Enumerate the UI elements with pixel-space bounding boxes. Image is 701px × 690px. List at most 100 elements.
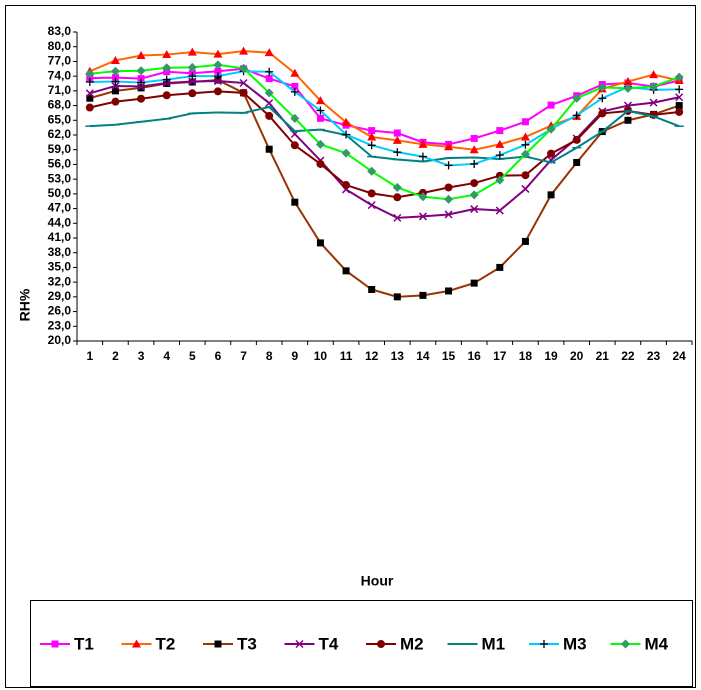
marker xyxy=(295,639,304,649)
marker xyxy=(368,286,376,293)
marker xyxy=(367,201,376,210)
x-tick-label: 3 xyxy=(138,349,145,363)
marker xyxy=(392,135,402,144)
marker xyxy=(675,102,683,110)
marker xyxy=(213,77,222,86)
marker xyxy=(521,118,529,126)
marker xyxy=(393,293,401,301)
y-tick-label: 23,0 xyxy=(48,318,72,332)
x-tick-label: 15 xyxy=(442,349,456,363)
marker xyxy=(572,93,582,103)
y-tick-label: 38,0 xyxy=(48,245,72,259)
marker xyxy=(649,70,659,79)
marker xyxy=(521,140,530,149)
marker xyxy=(316,114,324,122)
series xyxy=(85,87,684,202)
marker xyxy=(520,149,530,159)
marker xyxy=(214,640,222,648)
marker xyxy=(213,60,223,70)
y-tick-label: 26,0 xyxy=(48,304,72,318)
x-tick-label: 23 xyxy=(647,349,661,363)
marker xyxy=(315,139,325,149)
marker xyxy=(598,109,607,118)
legend-label: T2 xyxy=(156,634,176,653)
marker xyxy=(342,130,351,139)
marker xyxy=(85,78,94,87)
marker xyxy=(470,134,478,142)
marker xyxy=(418,139,428,148)
marker xyxy=(444,210,453,219)
y-tick-label: 41,0 xyxy=(48,230,72,244)
series xyxy=(85,60,684,204)
marker xyxy=(675,93,684,102)
marker xyxy=(572,135,581,144)
legend-item: M2 xyxy=(366,634,424,653)
x-tick-label: 22 xyxy=(621,349,635,363)
x-tick-label: 13 xyxy=(391,349,405,363)
y-tick-label: 59,0 xyxy=(48,142,72,156)
legend-label: M1 xyxy=(482,634,506,653)
marker xyxy=(316,106,325,115)
legend-label: T3 xyxy=(237,634,257,653)
x-tick-label: 10 xyxy=(314,349,328,363)
marker xyxy=(367,141,376,150)
marker xyxy=(521,184,530,193)
marker xyxy=(265,145,273,153)
marker xyxy=(264,48,274,57)
marker xyxy=(418,152,427,161)
marker xyxy=(110,55,120,64)
marker xyxy=(547,191,555,199)
marker xyxy=(265,67,274,76)
marker xyxy=(621,639,630,649)
x-tick-label: 6 xyxy=(215,349,222,363)
y-tick-label: 68,0 xyxy=(48,98,72,112)
legend-label: M2 xyxy=(400,634,424,653)
marker xyxy=(445,287,453,295)
marker xyxy=(213,49,223,58)
legend-label: M3 xyxy=(563,634,587,653)
marker xyxy=(51,640,59,648)
marker xyxy=(291,82,299,90)
marker xyxy=(111,77,120,86)
marker xyxy=(367,132,377,141)
y-tick-label: 29,0 xyxy=(48,289,72,303)
marker xyxy=(264,88,274,98)
marker xyxy=(496,127,504,135)
x-tick-label: 24 xyxy=(673,349,687,363)
marker xyxy=(367,166,377,176)
x-tick-label: 4 xyxy=(163,349,170,363)
marker xyxy=(598,94,607,103)
marker xyxy=(496,263,504,271)
marker xyxy=(573,158,581,166)
y-tick-label: 80,0 xyxy=(48,39,72,53)
marker xyxy=(187,62,197,72)
marker xyxy=(546,124,556,134)
y-tick-label: 71,0 xyxy=(48,83,72,97)
marker xyxy=(377,640,385,648)
legend-item: M3 xyxy=(529,634,587,653)
marker xyxy=(132,639,141,648)
legend-item: M1 xyxy=(447,634,506,653)
legend-item: T2 xyxy=(121,634,176,653)
marker xyxy=(239,78,248,88)
marker xyxy=(444,183,453,192)
marker xyxy=(341,148,351,158)
marker xyxy=(521,237,529,245)
x-tick-label: 9 xyxy=(291,349,298,363)
x-tick-label: 17 xyxy=(493,349,507,363)
y-tick-label: 74,0 xyxy=(48,68,72,82)
marker xyxy=(495,151,504,160)
marker xyxy=(341,117,351,126)
x-tick-label: 11 xyxy=(340,349,353,363)
x-tick-label: 16 xyxy=(468,349,482,363)
marker xyxy=(239,63,249,73)
marker xyxy=(162,91,171,100)
marker xyxy=(470,279,478,287)
y-tick-label: 20,0 xyxy=(48,333,72,347)
marker xyxy=(316,159,325,168)
marker xyxy=(469,190,479,200)
marker xyxy=(470,205,479,214)
marker xyxy=(111,81,120,90)
marker xyxy=(162,75,171,84)
